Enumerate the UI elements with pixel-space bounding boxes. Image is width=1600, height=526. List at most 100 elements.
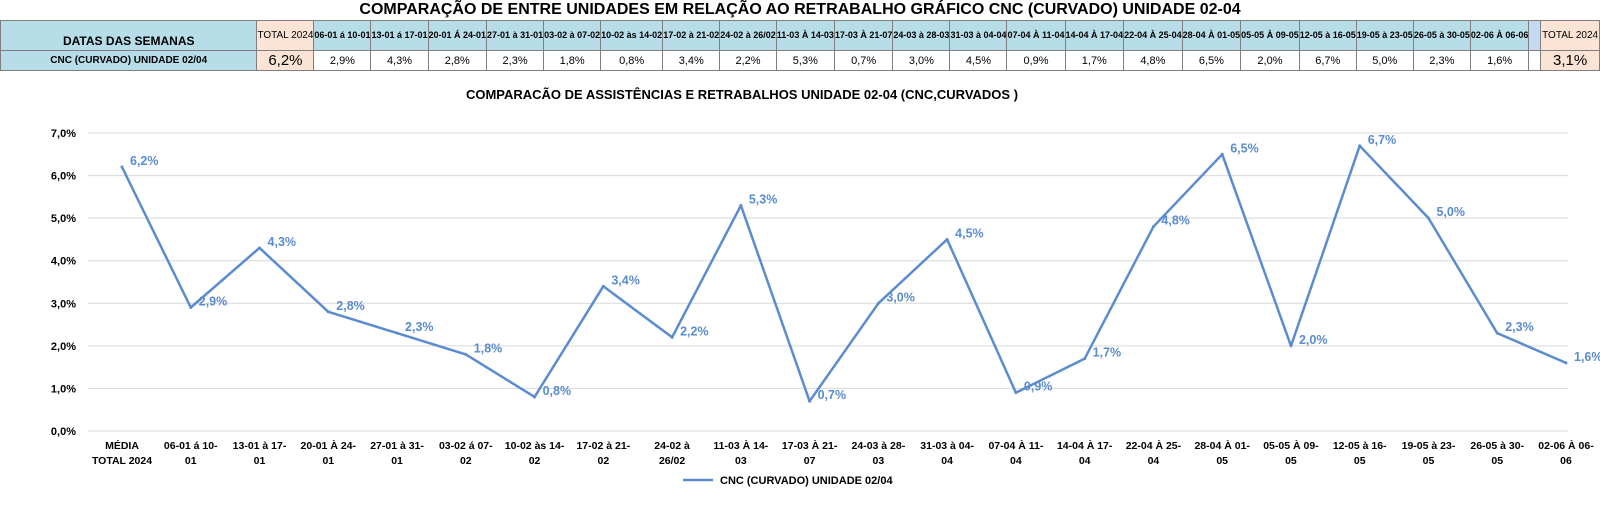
week-header: 17-03 À 21-07 <box>833 20 894 51</box>
legend-label: CNC (CURVADO) UNIDADE 02/04 <box>720 475 893 487</box>
data-label: 4,8% <box>1161 214 1190 228</box>
data-point <box>1289 344 1293 348</box>
data-label: 2,3% <box>1505 320 1534 334</box>
x-tick-label: 05 <box>1285 455 1297 467</box>
data-point <box>1220 152 1224 156</box>
line-chart: COMPARACÃO DE ASSISTÊNCIAS E RETRABALHOS… <box>0 71 1600 521</box>
data-label: 2,3% <box>405 320 434 334</box>
week-value: 6,5% <box>1181 50 1242 71</box>
total-value-left: 6,2% <box>256 50 315 71</box>
y-tick-label: 3,0% <box>51 298 76 310</box>
x-tick-label: 06 <box>1560 455 1572 467</box>
data-label: 0,8% <box>543 384 572 398</box>
x-tick-label: 17-02 à 21- <box>576 440 630 452</box>
data-point <box>1083 357 1087 361</box>
week-header: 27-01 à 31-01 <box>486 20 545 51</box>
x-tick-label: 05 <box>1423 455 1435 467</box>
x-tick-label: 07 <box>804 455 816 467</box>
data-point <box>1495 331 1499 335</box>
data-point <box>1151 225 1155 229</box>
x-tick-label: 27-01 à 31- <box>370 440 424 452</box>
x-tick-label: 07-04 À 11- <box>988 439 1043 452</box>
week-value: 2,9% <box>313 50 372 71</box>
data-point <box>601 284 605 288</box>
week-header: 24-02 à 26/02 <box>719 20 777 51</box>
data-point <box>1426 216 1430 220</box>
x-tick-label: 10-02 às 14- <box>505 440 565 452</box>
week-header: 12-05 à 16-05 <box>1298 20 1357 51</box>
x-tick-label: 24-02 à <box>654 440 690 452</box>
data-label: 4,3% <box>268 235 297 249</box>
week-value: 1,8% <box>543 50 602 71</box>
week-value: 2,8% <box>427 50 488 71</box>
y-tick-label: 0,0% <box>51 426 76 438</box>
data-label: 3,4% <box>611 273 640 287</box>
x-tick-label: 05-05 À 09- <box>1263 439 1319 452</box>
table-header-label: DATAS DAS SEMANAS <box>0 20 258 51</box>
week-header: 31-03 à 04-04 <box>949 20 1008 51</box>
data-point <box>533 395 537 399</box>
x-tick-label: 04 <box>1010 455 1022 467</box>
x-tick-label: 11-03 À 14- <box>713 439 768 452</box>
week-header: 17-02 à 21-02 <box>662 20 721 51</box>
data-label: 0,7% <box>818 388 847 402</box>
blank-cell <box>1528 20 1542 51</box>
week-value: 2,0% <box>1240 50 1300 71</box>
data-label: 5,3% <box>749 192 778 206</box>
week-value: 0,7% <box>833 50 894 71</box>
y-tick-label: 1,0% <box>51 383 76 395</box>
x-tick-label: 03-02 á 07- <box>439 440 493 452</box>
data-label: 4,5% <box>955 226 984 240</box>
data-point <box>1014 391 1018 395</box>
x-tick-label: 19-05 à 23- <box>1402 440 1456 452</box>
y-tick-label: 5,0% <box>51 213 76 225</box>
x-tick-label: 26/02 <box>659 455 685 467</box>
week-header: 07-04 À 11-04 <box>1006 20 1066 51</box>
page-title: COMPARAÇÃO DE ENTRE UNIDADES EM RELAÇÃO … <box>359 1 1241 18</box>
data-point <box>739 203 743 207</box>
x-tick-label: 24-03 à 28- <box>852 440 906 452</box>
data-point <box>808 399 812 403</box>
total-header-left: TOTAL 2024 <box>256 20 315 51</box>
x-tick-label: 28-04 À 01- <box>1194 439 1250 452</box>
weekly-summary-table: DATAS DAS SEMANAS TOTAL 2024 06-01 á 10-… <box>0 20 1600 71</box>
x-tick-label: 04 <box>941 455 953 467</box>
data-label: 2,9% <box>199 295 228 309</box>
x-tick-label: 05 <box>1216 455 1228 467</box>
week-value: 5,3% <box>775 50 835 71</box>
data-label: 6,5% <box>1230 141 1259 155</box>
x-tick-label: 13-01 à 17- <box>233 440 287 452</box>
week-value: 0,9% <box>1006 50 1066 71</box>
x-tick-label: 12-05 à 16- <box>1333 440 1387 452</box>
data-point <box>945 237 949 241</box>
data-label: 1,7% <box>1093 346 1122 360</box>
week-value: 2,3% <box>1412 50 1471 71</box>
total-value-right: 3,1% <box>1540 50 1600 71</box>
x-tick-label: 03 <box>735 455 747 467</box>
data-point <box>464 352 468 356</box>
data-label: 6,2% <box>130 154 159 168</box>
week-header: 22-04 À 25-04 <box>1123 20 1183 51</box>
chart-svg: COMPARACÃO DE ASSISTÊNCIAS E RETRABALHOS… <box>51 87 1600 487</box>
x-tick-label: 31-03 à 04- <box>920 440 974 452</box>
x-tick-label: 04 <box>1079 455 1091 467</box>
x-tick-label: 20-01 À 24- <box>301 439 357 452</box>
x-tick-label: 01 <box>254 455 266 467</box>
x-tick-label: 22-04 À 25- <box>1126 439 1182 452</box>
x-tick-label: 02 <box>597 455 609 467</box>
blank-cell <box>1528 50 1542 71</box>
week-value: 6,7% <box>1298 50 1357 71</box>
x-tick-label: 05 <box>1354 455 1366 467</box>
data-point <box>876 301 880 305</box>
data-label: 0,9% <box>1024 380 1053 394</box>
data-label: 2,2% <box>680 324 709 338</box>
week-value: 3,4% <box>662 50 721 71</box>
data-label: 2,8% <box>336 299 365 313</box>
week-header: 11-03 À 14-03 <box>775 20 835 51</box>
week-value: 4,5% <box>949 50 1008 71</box>
y-tick-label: 7,0% <box>51 128 76 140</box>
week-header: 28-04 À 01-05 <box>1181 20 1242 51</box>
x-tick-label: 06-01 á 10- <box>164 440 218 452</box>
x-tick-label: MÉDIA <box>105 439 139 452</box>
data-label: 5,0% <box>1436 205 1465 219</box>
